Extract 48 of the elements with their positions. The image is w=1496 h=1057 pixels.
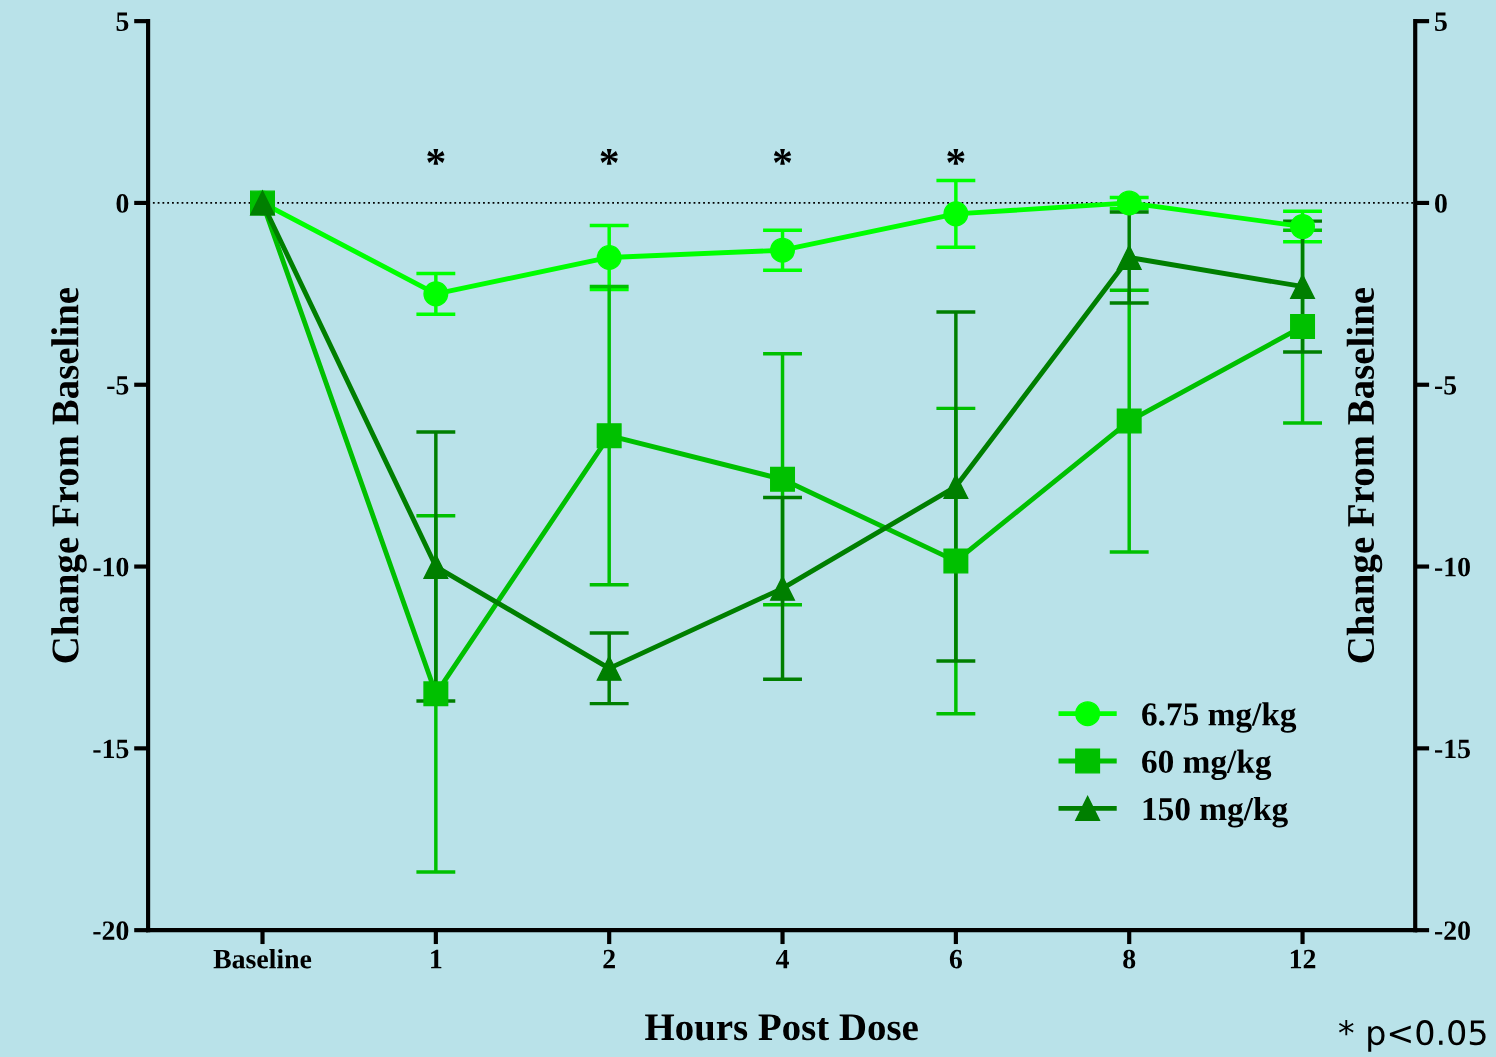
annotation: *: [947, 149, 965, 165]
y-tick-label: 5: [116, 12, 129, 32]
y-tick-label: -5: [107, 376, 129, 395]
point: [770, 575, 796, 601]
point: [770, 466, 796, 492]
point: [1290, 274, 1316, 300]
point: [943, 474, 969, 500]
annotation: *: [600, 149, 618, 165]
point: [943, 201, 969, 227]
y2-tick-label: 5: [1435, 12, 1447, 32]
x-tick-label: 12: [1290, 949, 1316, 969]
legend-label: 150 mg/kg: [1143, 796, 1288, 828]
point: [423, 281, 449, 307]
annotation: *: [773, 149, 792, 165]
point: [770, 237, 796, 263]
point: [423, 554, 449, 580]
point: [1116, 244, 1142, 270]
y-tick-label: 0: [116, 194, 129, 213]
point: [596, 244, 622, 270]
y2-tick-label: -20: [1434, 921, 1470, 941]
y2-tick-label: -10: [1434, 557, 1470, 577]
text: * p<0.05: [1338, 1020, 1486, 1052]
y-tick-label: -20: [93, 921, 129, 941]
point: [1116, 408, 1142, 434]
point: [423, 681, 449, 707]
point: [596, 655, 622, 681]
x-tick-label: 6: [949, 949, 962, 969]
y2-tick-label: -15: [1434, 739, 1470, 759]
y-tick-label: -10: [93, 557, 129, 577]
x-axis-title: Hours Post Dose: [645, 1014, 918, 1041]
y2-tick-label: -5: [1434, 376, 1457, 395]
point: [596, 423, 622, 449]
legend-label: 6.75 mg/kg: [1142, 702, 1297, 733]
legend-label: 60 mg/kg: [1142, 749, 1272, 781]
y-axis-title: Change From Baseline: [51, 287, 87, 663]
y2-tick-label: 0: [1435, 194, 1447, 213]
point: [1116, 190, 1142, 216]
point: [1290, 214, 1316, 240]
x-tick-label: 1: [431, 949, 442, 969]
x-tick-label: 4: [775, 949, 789, 969]
point: [1290, 314, 1316, 340]
x-tick-label: Baseline: [213, 948, 312, 969]
point: [943, 548, 969, 574]
annotation: *: [427, 149, 445, 165]
x-tick-label: 8: [1123, 949, 1136, 969]
y-tick-label: -15: [93, 739, 129, 759]
y2-axis-title: Change From Baseline: [1346, 287, 1383, 663]
x-tick-label: 2: [603, 949, 615, 969]
